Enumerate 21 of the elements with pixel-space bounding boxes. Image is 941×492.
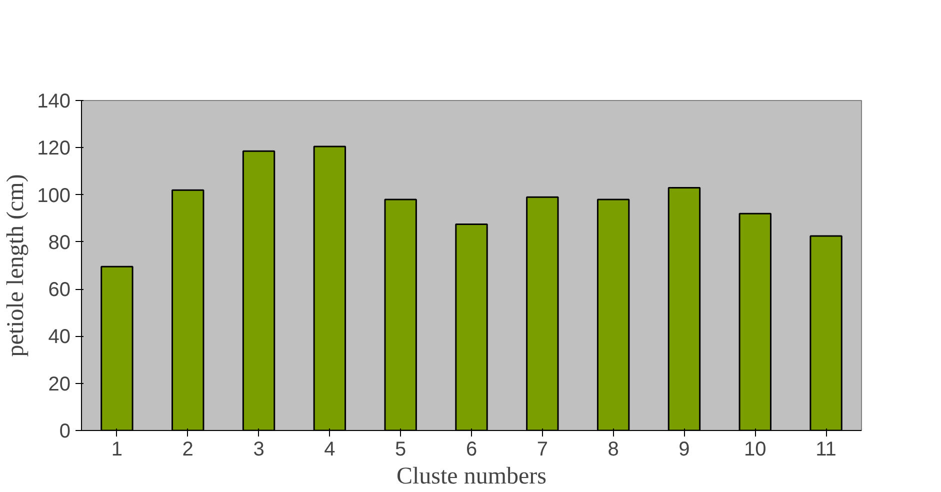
- x-tick-label: 9: [678, 438, 690, 460]
- y-tick-label: 20: [48, 373, 71, 396]
- y-tick-label: 60: [48, 279, 71, 302]
- x-tick-label: 5: [395, 438, 406, 460]
- y-axis-title: petiole length (cm): [3, 174, 30, 357]
- x-tick-label: 4: [324, 438, 336, 460]
- y-tick-label: 120: [37, 138, 71, 160]
- x-axis-title: Cluste numbers: [396, 464, 547, 490]
- x-tick-label: 10: [744, 438, 766, 460]
- x-tick-label: 2: [182, 438, 194, 460]
- x-tick-label: 8: [608, 438, 619, 460]
- y-tick-label: 100: [37, 184, 71, 207]
- x-tick-label: 3: [253, 438, 264, 460]
- x-tick-label: 6: [466, 438, 478, 460]
- y-tick-label: 0: [59, 420, 70, 442]
- y-tick-label: 40: [48, 326, 71, 348]
- x-tick-label: 1: [111, 438, 123, 460]
- y-tick-label: 140: [37, 90, 71, 112]
- y-tick-label: 80: [48, 232, 71, 254]
- x-tick-label: 7: [536, 438, 548, 460]
- x-tick-label: 11: [816, 438, 836, 460]
